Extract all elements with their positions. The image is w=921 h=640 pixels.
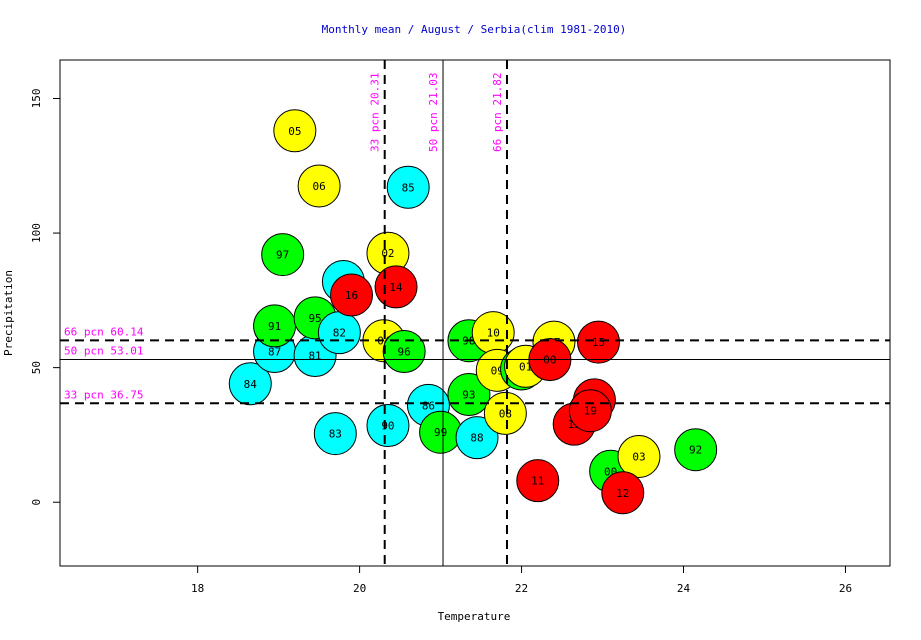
data-point-label: 03 <box>632 450 645 463</box>
data-point-label: 81 <box>308 350 321 363</box>
data-points: 8487919705068195828916830214049685908699… <box>228 109 718 515</box>
precipitation-threshold-label: 66 pcn 60.14 <box>64 325 144 338</box>
data-point-marker <box>576 320 620 364</box>
chart-title: Monthly mean / August / Serbia(clim 1981… <box>322 23 627 36</box>
x-tick-label: 24 <box>677 582 691 595</box>
data-point-marker <box>330 273 374 317</box>
data-point-label: 87 <box>268 345 281 358</box>
data-point: 14 <box>374 265 418 309</box>
temperature-threshold-label: 33 pcn 20.31 <box>369 73 382 152</box>
data-point: 06 <box>297 164 341 208</box>
data-point-label: 06 <box>312 180 325 193</box>
data-point: 97 <box>261 233 305 277</box>
data-point: 88 <box>455 416 499 460</box>
data-point-marker <box>261 233 305 277</box>
y-axis-label: Precipitation <box>2 270 15 356</box>
y-tick-label: 0 <box>30 499 43 506</box>
data-point-label: 83 <box>329 428 342 441</box>
data-point-label: 93 <box>462 389 475 402</box>
x-axis-label: Temperature <box>438 610 511 623</box>
temperature-threshold-label: 50 pcn 21.03 <box>427 73 440 152</box>
x-tick-label: 18 <box>191 582 204 595</box>
data-point-label: 14 <box>389 281 403 294</box>
data-point-label: 08 <box>499 407 512 420</box>
data-point-label: 90 <box>381 420 394 433</box>
data-point-marker <box>273 109 317 153</box>
data-point-label: 12 <box>616 487 629 500</box>
data-point-label: 84 <box>244 378 258 391</box>
data-point-marker <box>297 164 341 208</box>
data-point-label: 97 <box>276 249 289 262</box>
precipitation-threshold-label: 50 pcn 53.01 <box>64 345 143 358</box>
data-point-marker <box>516 459 560 503</box>
data-point: 83 <box>313 412 357 456</box>
data-point-marker <box>455 416 499 460</box>
data-point: 90 <box>366 404 410 448</box>
x-tick-label: 20 <box>353 582 366 595</box>
data-point: 10 <box>471 311 515 355</box>
data-point-label: 85 <box>402 181 415 194</box>
data-point: 12 <box>601 471 645 515</box>
data-point-marker <box>674 428 718 472</box>
data-point-marker <box>617 434 661 478</box>
data-point-label: 92 <box>689 444 702 457</box>
data-point-marker <box>386 165 430 209</box>
data-point: 11 <box>516 459 560 503</box>
data-point: 82 <box>317 311 361 355</box>
data-point-label: 95 <box>308 312 321 325</box>
data-point: 99 <box>419 410 463 454</box>
data-point-label: 86 <box>422 399 435 412</box>
data-point-label: 19 <box>584 405 597 418</box>
data-point-label: 99 <box>434 426 447 439</box>
data-point-label: 96 <box>398 345 411 358</box>
data-point-label: 10 <box>487 327 500 340</box>
data-point-label: 15 <box>592 336 605 349</box>
data-point: 16 <box>330 273 374 317</box>
temperature-threshold-label: 66 pcn 21.82 <box>491 73 504 152</box>
x-tick-label: 22 <box>515 582 528 595</box>
data-point-marker <box>447 373 491 417</box>
data-point: 05 <box>273 109 317 153</box>
data-point-label: 16 <box>345 289 358 302</box>
data-point-label: 00 <box>543 354 556 367</box>
data-point-label: 91 <box>268 320 281 333</box>
y-tick-label: 50 <box>30 361 43 374</box>
data-point-label: 05 <box>288 125 301 138</box>
data-point: 19 <box>568 389 612 433</box>
precipitation-threshold-label: 33 pcn 36.75 <box>64 388 143 401</box>
data-point: 03 <box>617 434 661 478</box>
data-point: 85 <box>386 165 430 209</box>
data-point-marker <box>228 362 272 406</box>
data-point-label: 88 <box>470 432 483 445</box>
data-point: 91 <box>253 304 297 348</box>
data-point-marker <box>601 471 645 515</box>
data-point-label: 02 <box>381 247 394 260</box>
x-tick-label: 26 <box>839 582 852 595</box>
data-point: 93 <box>447 373 491 417</box>
threshold-lines: 33 pcn 20.31 50 pcn 21.03 66 pcn 21.82 66 p… <box>60 60 890 566</box>
y-tick-label: 100 <box>30 223 43 243</box>
data-point-marker <box>313 412 357 456</box>
data-point: 08 <box>483 391 527 435</box>
data-point-marker <box>366 404 410 448</box>
data-point-label: 82 <box>333 327 346 340</box>
plot-frame <box>59 59 891 567</box>
data-point-label: 11 <box>531 475 544 488</box>
data-point: 92 <box>674 428 718 472</box>
y-tick-label: 150 <box>30 89 43 109</box>
data-point-marker <box>568 389 612 433</box>
data-point: 84 <box>228 362 272 406</box>
data-point: 96 <box>382 329 426 373</box>
data-point: 15 <box>576 320 620 364</box>
